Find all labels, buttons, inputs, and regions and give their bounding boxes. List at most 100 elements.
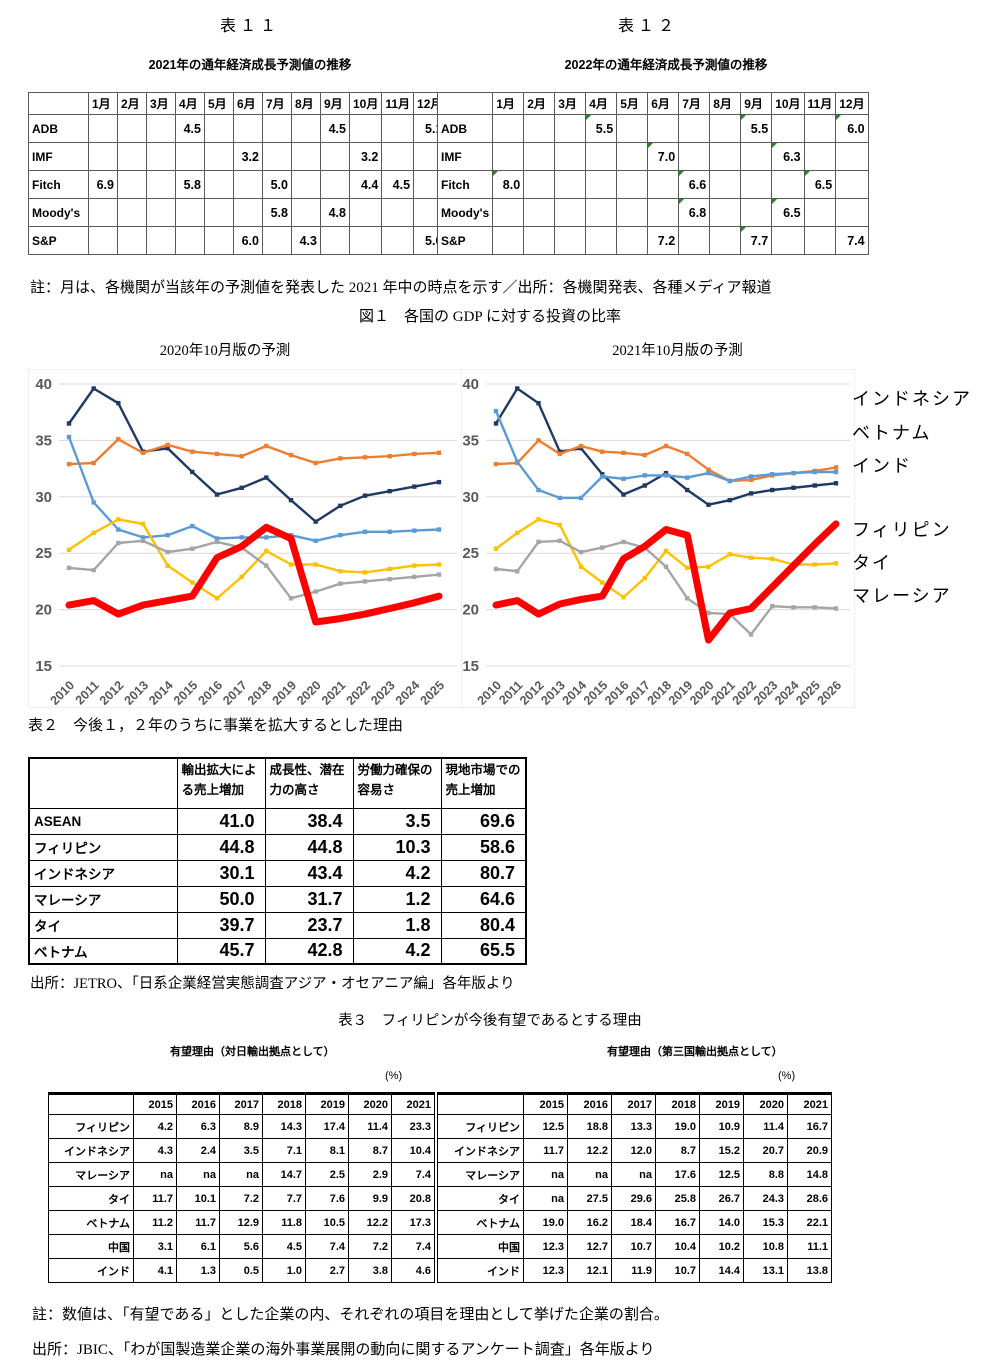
x-axis-tick-label: 2012 (97, 678, 127, 705)
percentage-cell: 43.4 (264, 859, 354, 887)
series-marker (362, 493, 368, 498)
forecast-value-cell (348, 226, 383, 255)
percentage-cell: 41.0 (176, 807, 266, 835)
percentage-cell: 11.9 (611, 1258, 656, 1283)
month-header-cell: 6月 (233, 92, 263, 115)
forecast-value-cell (771, 170, 805, 199)
percentage-cell: 12.3 (523, 1258, 568, 1283)
forecast-value-cell (616, 114, 649, 143)
country-label-cell: タイ (437, 1186, 524, 1211)
month-header-cell: 2月 (523, 92, 556, 115)
series-marker (663, 548, 669, 554)
month-header-cell: 8月 (291, 92, 321, 115)
percentage-cell: 3.5 (219, 1138, 263, 1163)
y-axis-tick-label: 35 (462, 432, 479, 449)
series-marker (621, 539, 626, 545)
x-axis-tick-label: 2021 (319, 678, 349, 705)
x-axis-tick-label: 2024 (393, 678, 423, 705)
forecast-value-cell (175, 198, 205, 227)
series-marker (578, 443, 584, 449)
series-marker (387, 488, 392, 494)
series-marker (578, 446, 584, 451)
percentage-cell: 26.7 (699, 1186, 744, 1211)
table-row: Fitch 8.0 6.6 6.5 (436, 170, 869, 199)
percentage-cell: 27.5 (567, 1186, 612, 1211)
forecast-value-cell (291, 114, 321, 143)
year-header-cell: 2015 (523, 1093, 568, 1115)
series-marker (165, 446, 170, 451)
forecast-value-cell (233, 170, 263, 199)
table-row: ADB 4.5 4.5 5.1 (28, 114, 447, 143)
x-axis-tick-label: 2010 (48, 678, 78, 705)
table3-source: 出所：JBIC、「わが国製造業企業の海外事業展開の動向に関するアンケート調査」各… (32, 1342, 655, 1358)
series-marker (362, 455, 368, 460)
month-header-cell: 9月 (740, 92, 773, 115)
series-marker (436, 572, 442, 577)
percentage-cell: na (567, 1162, 612, 1187)
table3-left-unit: (%) (385, 1070, 403, 1082)
percentage-cell: 1.3 (176, 1258, 220, 1283)
series-marker (642, 483, 647, 488)
forecast-value-cell (523, 198, 556, 227)
table-row: インド 4.1 1.3 0.5 1.0 2.7 3.8 4.6 (48, 1258, 435, 1283)
month-header-cell: 6月 (647, 92, 680, 115)
forecast-value-cell (381, 226, 415, 255)
percentage-cell: 7.2 (348, 1234, 392, 1259)
column-header-cell: 輸出拡大によ る売上増加 (176, 757, 266, 809)
percentage-cell: 20.8 (391, 1186, 435, 1211)
series-marker (748, 477, 754, 483)
x-axis-tick-label: 2018 (245, 678, 275, 705)
table-row: Moody's 6.8 6.5 (436, 198, 869, 227)
table12-title: 2022年の通年経済成長予測値の推移 (564, 58, 768, 72)
percentage-cell: na (611, 1162, 656, 1187)
series-marker (557, 495, 562, 501)
series-marker (600, 545, 605, 550)
percentage-cell: 17.6 (655, 1162, 700, 1187)
forecast-value-cell (523, 226, 556, 255)
agency-label-cell: IMF (28, 142, 89, 171)
percentage-cell: 16.2 (567, 1210, 612, 1235)
country-label-cell: インド (48, 1258, 134, 1283)
forecast-value-cell (678, 226, 711, 255)
forecast-value-cell (204, 142, 234, 171)
table3-left-export-to-japan: 2015 2016 2017 2018 2019 2020 2021 フィリピン 4.2 6.3 8… (48, 1092, 435, 1283)
table-row: フィリピン 12.5 18.8 13.3 19.0 10.9 11.4 16.7 (437, 1114, 832, 1139)
percentage-cell: 28.6 (787, 1186, 832, 1211)
percentage-cell: 11.8 (262, 1210, 306, 1235)
x-axis-tick-label: 2013 (122, 678, 152, 705)
table-row: フィリピン 4.2 6.3 8.9 14.3 17.4 11.4 23.3 (48, 1114, 435, 1139)
series-marker (91, 460, 96, 466)
percentage-cell: 20.7 (743, 1138, 788, 1163)
month-header-cell: 5月 (616, 92, 649, 115)
line-chart-2021-forecast: 1520253035402010201120122013201420152016… (462, 376, 850, 708)
percentage-cell: 7.2 (219, 1186, 263, 1211)
forecast-value-cell: 6.8 (678, 198, 711, 227)
corner-cell (436, 92, 494, 115)
series-marker (578, 564, 584, 569)
series-marker (685, 475, 690, 480)
series-marker (515, 459, 520, 465)
forecast-value-cell: 6.9 (88, 170, 118, 199)
series-marker (536, 400, 541, 406)
legend-item-マレーシア: マレーシア (852, 586, 952, 606)
series-marker (264, 443, 269, 449)
country-label-cell: ベトナム (48, 1210, 134, 1235)
percentage-cell: 4.2 (133, 1114, 177, 1139)
table-row: ベトナム 11.2 11.7 12.9 11.8 10.5 12.2 17.3 (48, 1210, 435, 1235)
series-marker (66, 547, 72, 553)
series-marker (91, 530, 96, 536)
percentage-cell: 19.0 (523, 1210, 568, 1235)
forecast-value-cell (554, 198, 587, 227)
table11-title: 2021年の通年経済成長予測値の推移 (148, 58, 352, 72)
percentage-cell: 1.8 (352, 911, 442, 939)
forecast-value-cell: 7.2 (647, 226, 680, 255)
series-marker (66, 434, 72, 440)
series-line-フィリピン (492, 520, 840, 644)
x-axis-tick-label: 2016 (196, 678, 226, 705)
percentage-cell: 24.3 (743, 1186, 788, 1211)
series-marker (338, 456, 343, 461)
percentage-cell: na (219, 1162, 263, 1187)
percentage-cell: 2.4 (176, 1138, 220, 1163)
series-marker (412, 484, 417, 489)
percentage-cell: 10.9 (699, 1114, 744, 1139)
